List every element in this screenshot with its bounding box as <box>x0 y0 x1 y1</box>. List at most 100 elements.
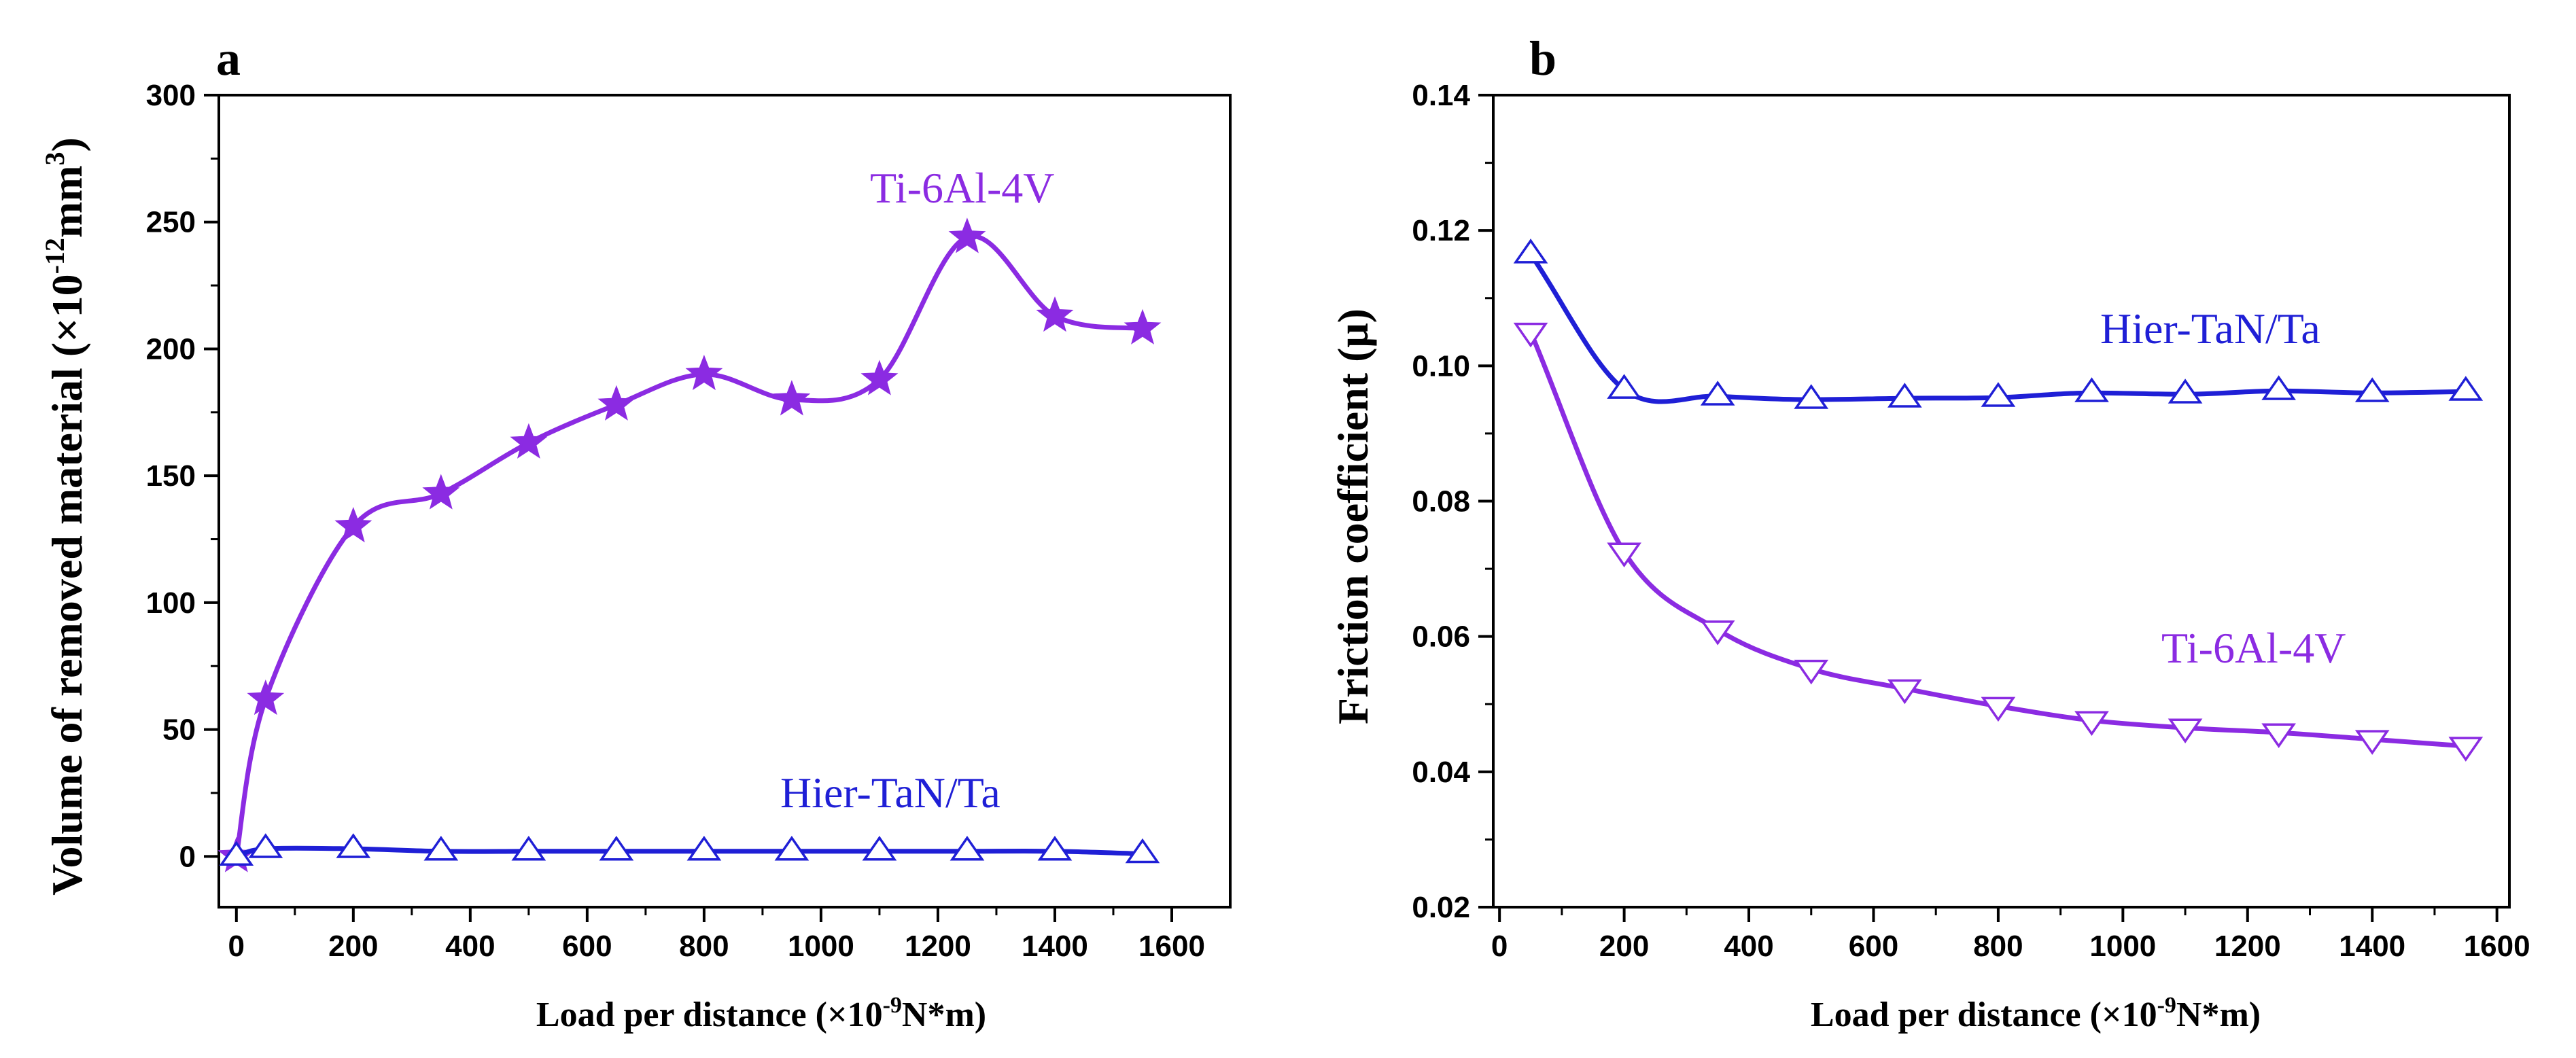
data-point-triangle-up <box>599 835 634 861</box>
data-point-triangle-up <box>774 835 810 861</box>
data-point-triangle-up <box>1887 383 1922 408</box>
data-point-triangle-up <box>1037 835 1073 861</box>
data-point-star <box>422 474 460 510</box>
x-tick-label: 400 <box>445 930 495 963</box>
series-line-hier-tan-ta <box>234 845 1145 859</box>
y-tick-label: 0.02 <box>1412 891 1470 924</box>
data-point-triangle-up <box>248 833 283 858</box>
data-point-triangle-down <box>2354 730 2390 755</box>
x-tick-label: 1400 <box>1022 930 1088 963</box>
data-point-triangle-down <box>2261 723 2296 748</box>
data-point-triangle-up <box>950 835 985 861</box>
panel-a-x-tick-labels: 0 200 400 600 800 1000 1200 1400 1600 <box>228 930 1205 963</box>
panel-b-ticks <box>1478 94 2499 922</box>
panel-b-plot-frame <box>1492 94 2511 909</box>
panel-b-y-tick-labels: 0.02 0.04 0.06 0.08 0.10 0.12 0.14 <box>1412 79 1470 924</box>
y-tick-label: 150 <box>146 459 196 493</box>
data-point-star <box>948 217 986 253</box>
x-tick-label: 1600 <box>1138 930 1205 963</box>
data-point-triangle-down <box>2448 737 2484 762</box>
panel-a-chart: a 0 200 400 600 800 1000 1200 1400 1600 0 50 100 15… <box>39 31 1232 1034</box>
panel-a-y-tick-labels: 0 50 100 150 200 250 300 <box>146 79 196 873</box>
data-point-star <box>510 423 548 459</box>
x-tick-label: 0 <box>228 930 245 963</box>
series-line-hier-tan-ta <box>1528 251 2469 404</box>
y-tick-label: 300 <box>146 79 196 112</box>
panel-a-plot-frame <box>217 94 1232 909</box>
data-point-triangle-up <box>1981 382 2016 407</box>
data-point-triangle-down <box>2168 718 2203 743</box>
panel-b-y-axis-title: Friction coefficient (μ) <box>1329 308 1377 724</box>
data-point-triangle-up <box>686 835 722 861</box>
data-point-triangle-up <box>1125 838 1160 864</box>
data-point-triangle-down <box>1700 620 1735 646</box>
panel-a-x-axis-title: Load per distance (×10-9N*m) <box>536 993 986 1034</box>
y-tick-label: 0.04 <box>1412 756 1470 789</box>
data-point-star <box>597 385 636 421</box>
panel-a-label-hier: Hier-TaN/Ta <box>780 769 1000 817</box>
data-point-triangle-up <box>1513 239 1548 264</box>
y-tick-label: 100 <box>146 586 196 620</box>
data-point-triangle-down <box>2074 711 2109 737</box>
data-point-triangle-down <box>1887 679 1922 705</box>
data-point-triangle-up <box>1607 374 1641 399</box>
data-point-triangle-up <box>1700 381 1735 406</box>
data-point-triangle-up <box>2074 377 2109 402</box>
x-tick-label: 1000 <box>2089 930 2156 963</box>
x-tick-label: 400 <box>1724 930 1773 963</box>
data-point-triangle-up <box>219 841 254 866</box>
panel-a-label-ti: Ti-6Al-4V <box>870 164 1054 212</box>
series-line-ti-6al-4v <box>1528 330 2469 749</box>
panel-b-label-ti: Ti-6Al-4V <box>2161 624 2346 672</box>
data-point-triangle-up <box>2354 377 2390 402</box>
data-point-star <box>860 359 899 395</box>
panel-b-label-hier: Hier-TaN/Ta <box>2100 304 2320 353</box>
data-point-star <box>1036 296 1074 332</box>
panel-a-letter: a <box>216 31 241 86</box>
x-tick-label: 200 <box>1599 930 1649 963</box>
y-tick-label: 200 <box>146 332 196 366</box>
data-point-triangle-up <box>511 835 546 861</box>
x-tick-label: 600 <box>1849 930 1898 963</box>
panel-b-letter: b <box>1529 31 1556 86</box>
data-point-triangle-up <box>2168 378 2203 404</box>
x-tick-label: 1200 <box>2214 930 2281 963</box>
x-tick-label: 1200 <box>905 930 971 963</box>
data-point-triangle-up <box>862 835 897 861</box>
data-point-star <box>773 380 811 416</box>
data-point-triangle-down <box>1794 659 1829 685</box>
x-tick-label: 600 <box>562 930 612 963</box>
panel-b-x-tick-labels: 0 200 400 600 800 1000 1200 1400 1600 <box>1491 930 2530 963</box>
data-point-triangle-up <box>336 833 371 858</box>
y-tick-label: 0.06 <box>1412 620 1470 654</box>
panel-a-ticks <box>204 94 1173 922</box>
y-tick-label: 0.12 <box>1412 214 1470 247</box>
data-point-triangle-up <box>1794 384 1829 409</box>
data-point-triangle-up <box>2261 375 2296 400</box>
y-tick-label: 50 <box>162 713 196 747</box>
panel-b-series <box>1513 239 2484 762</box>
data-point-star <box>247 679 285 716</box>
series-line-ti-6al-4v <box>234 234 1145 859</box>
x-tick-label: 800 <box>1973 930 2023 963</box>
data-point-triangle-down <box>1513 322 1548 348</box>
x-tick-label: 200 <box>328 930 378 963</box>
data-point-star <box>334 506 372 543</box>
panel-a-series <box>217 217 1162 872</box>
y-tick-label: 0 <box>179 840 196 873</box>
data-point-star <box>685 354 723 391</box>
x-tick-label: 800 <box>679 930 729 963</box>
data-point-triangle-up <box>2448 376 2484 401</box>
x-tick-label: 0 <box>1491 930 1508 963</box>
y-tick-label: 0.08 <box>1412 485 1470 518</box>
panel-b-x-axis-title: Load per distance (×10-9N*m) <box>1811 993 2261 1034</box>
data-point-triangle-up <box>423 835 459 861</box>
y-tick-label: 0.14 <box>1412 79 1470 112</box>
data-point-triangle-down <box>1607 542 1641 568</box>
y-tick-label: 250 <box>146 206 196 239</box>
x-tick-label: 1400 <box>2339 930 2405 963</box>
x-tick-label: 1000 <box>788 930 854 963</box>
panel-b-chart: b 0 200 400 600 800 1000 1200 1400 1600 0.02 0.04… <box>1329 31 2530 1034</box>
panel-a-y-axis-title: Volume of removed material (×10-12mm3) <box>39 137 91 896</box>
